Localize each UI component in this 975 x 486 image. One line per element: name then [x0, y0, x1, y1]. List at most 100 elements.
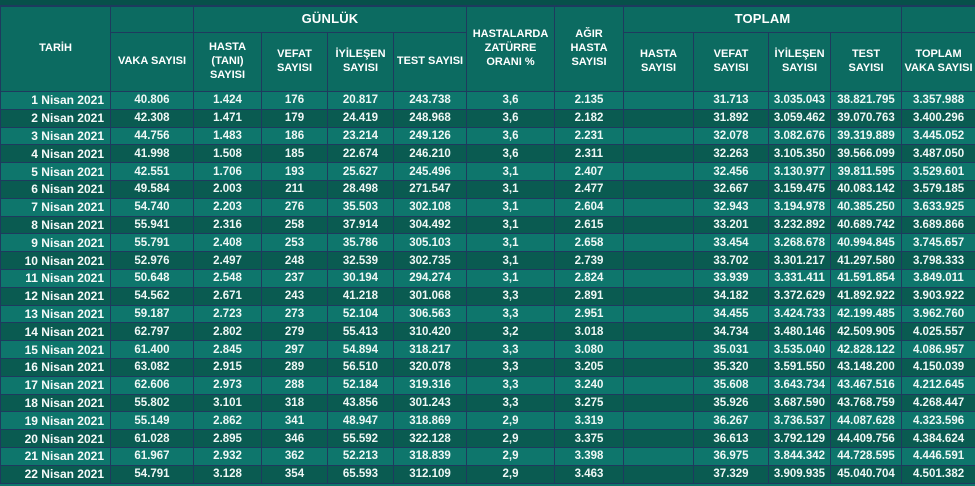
value-cell: 1.471	[193, 108, 262, 128]
value-cell: 39.070.763	[829, 108, 903, 128]
value-cell: 3.319	[554, 411, 624, 431]
value-cell: 3,1	[466, 215, 555, 235]
value-cell: 3.130.977	[768, 162, 831, 181]
value-cell: 40.994.845	[829, 233, 903, 253]
value-cell: 2,9	[466, 446, 555, 466]
value-cell	[623, 340, 694, 359]
value-cell: 318.217	[393, 340, 467, 359]
value-cell: 318.839	[393, 446, 467, 466]
value-cell: 38.821.795	[829, 91, 903, 110]
value-cell	[623, 268, 694, 288]
value-cell: 33.201	[693, 215, 769, 235]
value-cell: 48.947	[327, 411, 394, 431]
value-cell: 2.891	[554, 286, 624, 306]
value-cell: 2.604	[554, 197, 624, 217]
value-cell: 40.083.142	[829, 179, 903, 199]
value-cell: 3.591.550	[768, 357, 831, 377]
value-cell	[623, 197, 694, 217]
value-cell: 59.187	[110, 304, 194, 324]
value-cell: 33.454	[693, 233, 769, 253]
value-cell	[623, 251, 694, 270]
col-header-vefat-sayisi-toplam: VEFAT SAYISI	[693, 32, 769, 92]
value-cell: 289	[261, 357, 328, 377]
value-cell: 34.734	[693, 322, 769, 342]
value-cell: 44.087.628	[829, 411, 903, 431]
value-cell: 2.723	[193, 304, 262, 324]
value-cell: 3.357.988	[901, 91, 975, 110]
value-cell: 32.078	[693, 126, 769, 146]
value-cell: 2.311	[554, 144, 624, 164]
table-row: 22 Nisan 2021 54.791 3.128 354 65.593 312.109…	[0, 464, 975, 484]
value-cell: 271.547	[393, 179, 467, 199]
value-cell: 44.756	[110, 126, 194, 146]
value-cell: 52.184	[327, 375, 394, 395]
value-cell: 41.892.922	[829, 286, 903, 306]
value-cell: 2.477	[554, 179, 624, 199]
value-cell: 28.498	[327, 179, 394, 199]
value-cell: 3.463	[554, 464, 624, 484]
date-cell: 8 Nisan 2021	[0, 215, 111, 235]
value-cell: 245.496	[393, 162, 467, 181]
date-cell: 5 Nisan 2021	[0, 162, 111, 181]
value-cell: 55.802	[110, 393, 194, 413]
value-cell: 3.529.601	[901, 162, 975, 181]
value-cell: 3.372.629	[768, 286, 831, 306]
value-cell: 30.194	[327, 268, 394, 288]
value-cell: 3,6	[466, 144, 555, 164]
value-cell: 3.232.892	[768, 215, 831, 235]
value-cell: 2,9	[466, 429, 555, 448]
value-cell: 2.845	[193, 340, 262, 359]
value-cell: 3,1	[466, 162, 555, 181]
value-cell: 273	[261, 304, 328, 324]
value-cell: 3.798.333	[901, 251, 975, 270]
value-cell: 49.584	[110, 179, 194, 199]
value-cell: 249.126	[393, 126, 467, 146]
value-cell: 279	[261, 322, 328, 342]
date-cell: 11 Nisan 2021	[0, 268, 111, 288]
value-cell: 4.212.645	[901, 375, 975, 395]
value-cell: 310.420	[393, 322, 467, 342]
value-cell: 3,3	[466, 340, 555, 359]
value-cell: 33.939	[693, 268, 769, 288]
value-cell: 3,6	[466, 126, 555, 146]
value-cell: 61.967	[110, 446, 194, 466]
value-cell: 52.104	[327, 304, 394, 324]
value-cell: 41.218	[327, 286, 394, 306]
value-cell: 55.413	[327, 322, 394, 342]
value-cell: 44.728.595	[829, 446, 903, 466]
date-cell: 6 Nisan 2021	[0, 179, 111, 199]
table-header: TARİH GÜNLÜK HASTALARDA ZATÜRRE ORANI % …	[0, 6, 975, 92]
table-row: 8 Nisan 2021 55.941 2.316 258 37.914 304.492 3…	[0, 215, 975, 235]
date-cell: 20 Nisan 2021	[0, 429, 111, 448]
value-cell: 54.791	[110, 464, 194, 484]
value-cell: 2.003	[193, 179, 262, 199]
value-cell: 248	[261, 251, 328, 270]
value-cell: 2.408	[193, 233, 262, 253]
col-header-tarih: TARİH	[0, 6, 111, 92]
value-cell: 354	[261, 464, 328, 484]
value-cell: 34.455	[693, 304, 769, 324]
table-row: 10 Nisan 2021 52.976 2.497 248 32.539 302.735…	[0, 251, 975, 270]
col-header-iyilesen-sayisi-toplam: İYİLEŞEN SAYISI	[768, 32, 831, 92]
date-cell: 12 Nisan 2021	[0, 286, 111, 306]
value-cell: 3,3	[466, 304, 555, 324]
value-cell: 63.082	[110, 357, 194, 377]
date-cell: 2 Nisan 2021	[0, 108, 111, 128]
value-cell: 55.592	[327, 429, 394, 448]
value-cell: 2.407	[554, 162, 624, 181]
value-cell: 54.562	[110, 286, 194, 306]
date-cell: 3 Nisan 2021	[0, 126, 111, 146]
value-cell: 4.446.591	[901, 446, 975, 466]
value-cell: 2.802	[193, 322, 262, 342]
value-cell: 52.213	[327, 446, 394, 466]
date-cell: 18 Nisan 2021	[0, 393, 111, 413]
value-cell: 35.503	[327, 197, 394, 217]
value-cell: 43.148.200	[829, 357, 903, 377]
value-cell: 35.786	[327, 233, 394, 253]
date-cell: 15 Nisan 2021	[0, 340, 111, 359]
value-cell: 62.606	[110, 375, 194, 395]
value-cell: 39.566.099	[829, 144, 903, 164]
value-cell	[623, 126, 694, 146]
table-row: 12 Nisan 2021 54.562 2.671 243 41.218 301.068…	[0, 286, 975, 306]
value-cell: 55.149	[110, 411, 194, 431]
